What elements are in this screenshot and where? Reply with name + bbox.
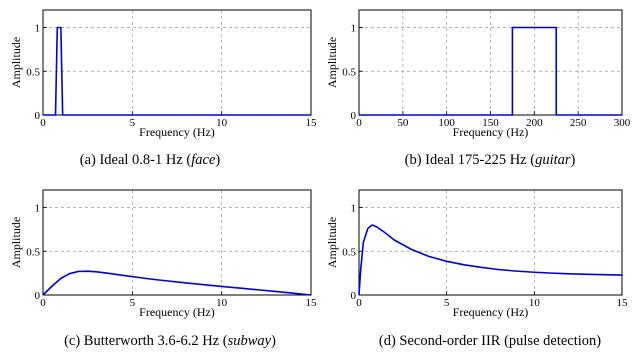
series-line bbox=[359, 26, 622, 116]
caption-prefix: (b) Ideal 175-225 Hz ( bbox=[405, 152, 536, 168]
chart-panel-d: 0 5 10 15 0 0.5 1 Frequency (Hz) Amplitude (d) Se… bbox=[325, 189, 629, 349]
y-axis-label: Amplitude bbox=[9, 217, 23, 268]
x-tick-label: 150 bbox=[482, 117, 499, 129]
panel-caption: (b) Ideal 175-225 Hz (guitar) bbox=[405, 152, 576, 168]
x-tick-label: 5 bbox=[130, 117, 136, 129]
chart-panel-c: 0 5 10 15 0 0.5 1 Frequency (Hz) Amplitude (c) Bu… bbox=[9, 189, 318, 349]
x-tick-label: 250 bbox=[570, 117, 587, 129]
x-tick-label: 10 bbox=[216, 297, 228, 309]
y-axis-label: Amplitude bbox=[9, 37, 23, 88]
panel-caption: (a) Ideal 0.8-1 Hz (face) bbox=[80, 152, 221, 168]
y-tick-label: 1 bbox=[35, 23, 41, 35]
y-tick-label: 0 bbox=[351, 290, 357, 302]
caption-suffix: ) bbox=[215, 152, 220, 168]
y-tick-label: 1 bbox=[351, 203, 357, 215]
y-tick-label: 0.5 bbox=[26, 66, 40, 78]
y-axis-label: Amplitude bbox=[325, 37, 339, 88]
panel-caption: (d) Second-order IIR (pulse detection) bbox=[379, 333, 601, 349]
x-tick-label: 200 bbox=[526, 117, 543, 129]
x-axis-label: Frequency (Hz) bbox=[453, 125, 529, 139]
caption-emphasis: subway bbox=[228, 333, 272, 349]
chart-panel-a: 0 5 10 15 0 0.5 1 Frequency (Hz) Amplitude (a) Id… bbox=[9, 9, 318, 168]
series-line bbox=[42, 270, 312, 296]
x-tick-label: 15 bbox=[617, 297, 629, 309]
x-tick-label: 15 bbox=[306, 297, 318, 309]
series-line bbox=[358, 224, 623, 296]
x-tick-label: 5 bbox=[444, 297, 450, 309]
caption-prefix: (d) Second-order IIR (pulse detection) bbox=[379, 333, 601, 349]
y-tick-label: 0.5 bbox=[26, 246, 40, 258]
x-axis-label: Frequency (Hz) bbox=[453, 305, 529, 319]
x-tick-label: 50 bbox=[397, 117, 409, 129]
y-tick-label: 0.5 bbox=[342, 66, 356, 78]
caption-prefix: (c) Butterworth 3.6-6.2 Hz ( bbox=[64, 333, 228, 349]
panel-caption: (c) Butterworth 3.6-6.2 Hz (subway) bbox=[64, 333, 276, 349]
caption-emphasis: guitar bbox=[535, 152, 571, 168]
caption-emphasis: face bbox=[191, 152, 216, 168]
y-tick-label: 0.5 bbox=[342, 246, 356, 258]
caption-suffix: ) bbox=[271, 333, 276, 349]
y-tick-label: 0 bbox=[35, 110, 41, 122]
axis-frame bbox=[42, 9, 312, 116]
axis-frame bbox=[358, 189, 623, 296]
x-tick-label: 10 bbox=[529, 297, 541, 309]
y-tick-label: 0 bbox=[35, 290, 41, 302]
chart-panel-b: 0 50 100 150 200 250 300 0 0.5 1 Frequency (Hz) Amp… bbox=[325, 9, 631, 168]
axis-frame bbox=[42, 189, 312, 296]
x-axis-label: Frequency (Hz) bbox=[139, 125, 215, 139]
y-tick-label: 1 bbox=[351, 23, 357, 35]
x-tick-label: 5 bbox=[130, 297, 136, 309]
caption-suffix: ) bbox=[571, 152, 576, 168]
x-tick-label: 10 bbox=[216, 117, 228, 129]
y-axis-label: Amplitude bbox=[325, 217, 339, 268]
series-line bbox=[43, 26, 311, 116]
y-tick-label: 0 bbox=[351, 110, 357, 122]
x-tick-label: 100 bbox=[438, 117, 455, 129]
axis-frame bbox=[358, 9, 623, 116]
x-tick-label: 300 bbox=[614, 117, 631, 129]
x-axis-label: Frequency (Hz) bbox=[139, 305, 215, 319]
x-tick-label: 0 bbox=[356, 117, 362, 129]
caption-prefix: (a) Ideal 0.8-1 Hz ( bbox=[80, 152, 192, 168]
y-tick-label: 1 bbox=[35, 203, 41, 215]
x-tick-label: 0 bbox=[40, 117, 46, 129]
x-tick-label: 15 bbox=[306, 117, 318, 129]
x-tick-label: 0 bbox=[40, 297, 46, 309]
x-tick-label: 0 bbox=[356, 297, 362, 309]
